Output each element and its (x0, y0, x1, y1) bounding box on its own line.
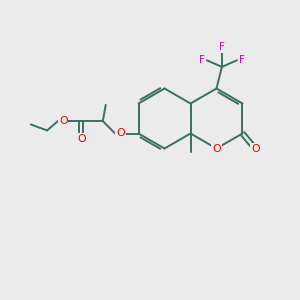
Text: F: F (239, 55, 244, 65)
Text: O: O (59, 116, 68, 126)
Text: F: F (199, 55, 205, 65)
Text: O: O (251, 144, 260, 154)
Text: O: O (212, 143, 221, 154)
Text: O: O (77, 134, 85, 144)
Text: O: O (116, 128, 125, 139)
Text: F: F (219, 42, 225, 52)
